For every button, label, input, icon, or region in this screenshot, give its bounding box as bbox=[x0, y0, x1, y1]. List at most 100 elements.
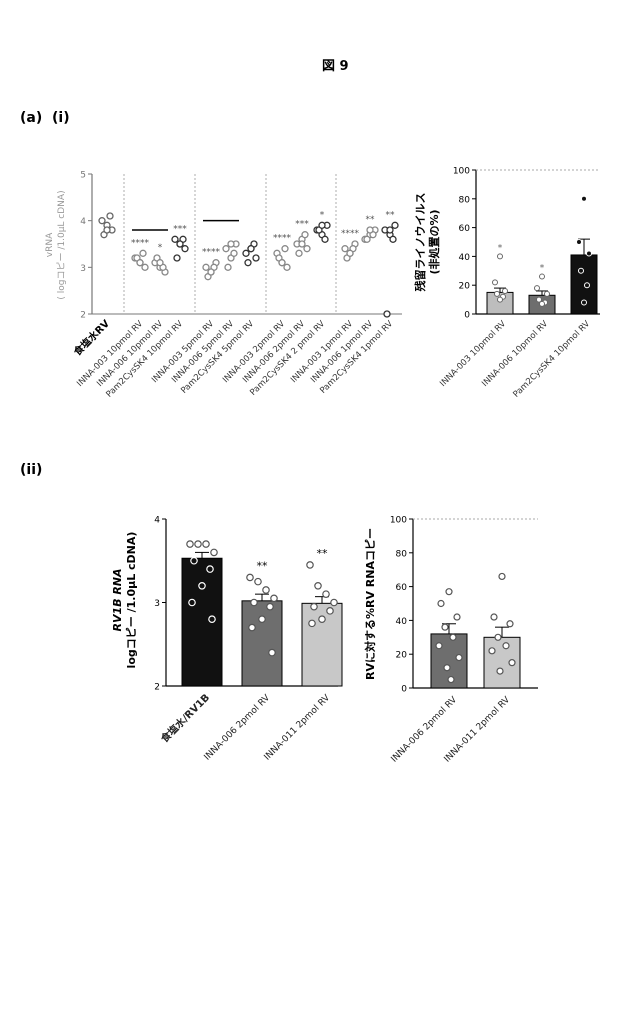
c1-point-group bbox=[362, 227, 378, 242]
c4-data-point bbox=[509, 660, 515, 666]
c3-data-point bbox=[209, 616, 215, 622]
c1-data-point bbox=[367, 227, 373, 233]
c1-data-point bbox=[174, 255, 180, 261]
c4-data-point bbox=[450, 634, 456, 640]
c4-y-tick-label: 20 bbox=[396, 651, 408, 661]
c2-significance-label: * bbox=[540, 264, 545, 274]
c3-data-point bbox=[309, 620, 315, 626]
c2-data-point bbox=[545, 291, 550, 296]
c2-data-point bbox=[493, 280, 498, 285]
c3-data-point bbox=[191, 558, 197, 564]
c3-data-point bbox=[307, 562, 313, 568]
c2-data-point bbox=[540, 274, 545, 279]
c1-point-group bbox=[294, 232, 310, 257]
c1-significance-label: ** bbox=[366, 215, 376, 225]
c4-data-point bbox=[454, 614, 460, 620]
c4-y-tick-label: 0 bbox=[401, 685, 407, 695]
c3-data-point bbox=[187, 541, 193, 547]
c2-data-point bbox=[582, 196, 587, 201]
c3-data-point bbox=[249, 624, 255, 630]
c3-data-point bbox=[271, 595, 277, 601]
c3-data-point bbox=[319, 616, 325, 622]
c1-data-point bbox=[228, 241, 234, 247]
c1-data-point bbox=[225, 264, 231, 270]
c3-y-label: logコピー /1.0μL cDNA) bbox=[125, 532, 138, 669]
c4-y-tick-label: 40 bbox=[396, 617, 408, 627]
c1-significance-label: *** bbox=[173, 224, 187, 234]
c2-y-tick-label: 0 bbox=[464, 311, 470, 321]
c4-y-tick-label: 80 bbox=[396, 549, 408, 559]
c4-data-point bbox=[446, 589, 452, 595]
c1-data-point bbox=[140, 250, 146, 256]
c3-x-tick-label: INNA-011 2pmol RV bbox=[263, 692, 333, 762]
c4-data-point bbox=[495, 634, 501, 640]
c3-data-point bbox=[251, 599, 257, 605]
c2-data-point bbox=[582, 300, 587, 305]
c1-y-tick-label: 3 bbox=[80, 264, 86, 274]
c3-data-point bbox=[199, 583, 205, 589]
c3-significance-label: ** bbox=[257, 559, 269, 572]
c2-y-label: 残留ライノウイルス bbox=[413, 193, 427, 292]
c2-data-point bbox=[587, 251, 592, 256]
c1-data-point bbox=[208, 269, 214, 275]
c3-y-label-top: RV1B RNA bbox=[111, 568, 124, 631]
c2-data-point bbox=[585, 283, 590, 288]
c1-data-point bbox=[203, 264, 209, 270]
c3-data-point bbox=[311, 603, 317, 609]
c1-point-group bbox=[172, 236, 188, 261]
c3-data-point bbox=[269, 649, 275, 655]
c3-data-point bbox=[263, 587, 269, 593]
c3-y-tick-label: 3 bbox=[154, 599, 160, 609]
c1-data-point bbox=[390, 236, 396, 242]
c1-point-group bbox=[342, 241, 358, 261]
c1-data-point bbox=[304, 246, 310, 252]
c1-data-point bbox=[157, 260, 163, 266]
c3-data-point bbox=[247, 574, 253, 580]
c1-significance-label: ** bbox=[386, 210, 396, 220]
c4-data-point bbox=[489, 648, 495, 654]
c2-data-point bbox=[535, 286, 540, 291]
c1-data-point bbox=[99, 218, 105, 224]
c1-data-point bbox=[172, 236, 178, 242]
c2-x-tick-label: Pam2CysSK4 10pmol RV bbox=[511, 319, 592, 400]
c1-y-tick-label: 5 bbox=[80, 171, 86, 181]
c1-data-point bbox=[302, 232, 308, 238]
c1-y-label: ( logコピー /1.0μL cDNA) bbox=[56, 190, 67, 299]
c1-data-point bbox=[282, 246, 288, 252]
c4-data-point bbox=[507, 621, 513, 627]
c3-data-point bbox=[315, 583, 321, 589]
c2-data-point bbox=[503, 288, 508, 293]
c1-point-group bbox=[132, 250, 148, 270]
c1-data-point bbox=[245, 260, 251, 266]
c1-data-point bbox=[104, 227, 110, 233]
c1-data-point bbox=[223, 246, 229, 252]
c1-data-point bbox=[299, 241, 305, 247]
c1-significance-label: **** bbox=[341, 229, 360, 239]
c4-data-point bbox=[456, 655, 462, 661]
c1-point-group bbox=[314, 222, 330, 242]
c2-y-tick-label: 60 bbox=[459, 224, 471, 234]
c1-data-point bbox=[284, 264, 290, 270]
c1-y-tick-label: 4 bbox=[80, 217, 86, 227]
c2-y-label-2: (非処置の%) bbox=[427, 209, 441, 274]
c1-significance-label: * bbox=[158, 243, 163, 253]
c3-data-point bbox=[195, 541, 201, 547]
c1-data-point bbox=[177, 241, 183, 247]
c2-bar bbox=[487, 292, 513, 314]
c1-point-group bbox=[223, 241, 239, 270]
c2-y-tick-label: 100 bbox=[453, 167, 470, 177]
c1-data-point bbox=[142, 264, 148, 270]
c1-data-point bbox=[243, 250, 249, 256]
c3-data-point bbox=[267, 603, 273, 609]
c1-data-point bbox=[231, 250, 237, 256]
c1-significance-label: *** bbox=[295, 220, 309, 230]
c1-significance-label: **** bbox=[131, 238, 150, 248]
c1-data-point bbox=[182, 246, 188, 252]
c4-data-point bbox=[497, 668, 503, 674]
c1-significance-label: **** bbox=[273, 234, 292, 244]
c3-data-point bbox=[189, 599, 195, 605]
c1-y-tick-label: 2 bbox=[80, 311, 86, 321]
c2-data-point bbox=[495, 291, 500, 296]
c1-data-point bbox=[387, 227, 393, 233]
